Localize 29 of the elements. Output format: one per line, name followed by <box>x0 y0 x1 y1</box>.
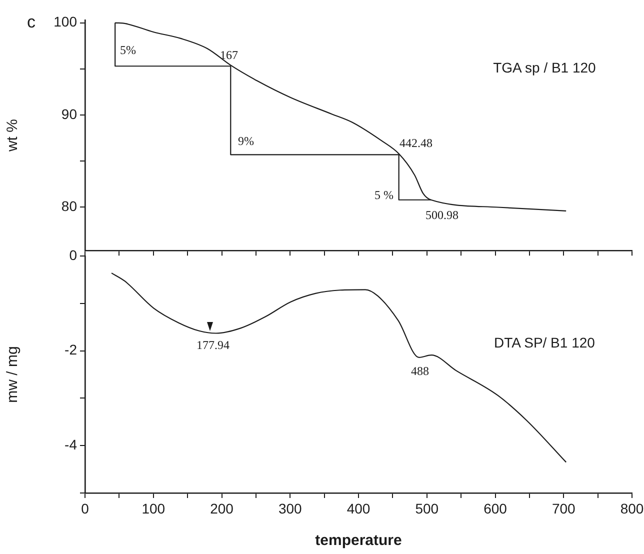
y-axis-title: wt % <box>4 119 22 153</box>
annotation: 9% <box>238 134 254 148</box>
text: DTA SP/ B1 120 <box>494 334 596 351</box>
y-tick-label: -4 <box>64 436 78 452</box>
x-tick-label: 300 <box>278 500 302 516</box>
text: TGA sp / B1 120 <box>493 59 596 76</box>
x-tick-label: 700 <box>552 500 576 516</box>
y-tick-label: 90 <box>61 106 78 122</box>
x-tick-label: 500 <box>415 500 439 516</box>
annotation: 167 <box>220 48 238 62</box>
x-tick-label: 0 <box>81 500 90 516</box>
annotation: 177.94 <box>196 338 230 352</box>
x-tick-label: 100 <box>142 500 166 516</box>
y-tick-label: 100 <box>54 14 78 30</box>
x-tick-label: 600 <box>484 500 508 516</box>
annotation: 500.98 <box>426 208 458 222</box>
y-axis-title: mw / mg <box>4 346 22 403</box>
text: c <box>27 12 36 32</box>
x-tick-label: 200 <box>210 500 234 516</box>
y-tick-label: -2 <box>64 342 78 358</box>
x-axis-title: temperature <box>315 532 402 550</box>
x-tick-label: 400 <box>346 500 370 516</box>
annotation: 488 <box>411 364 429 378</box>
y-tick-label: 0 <box>69 246 78 263</box>
annotation: 5% <box>120 43 136 58</box>
x-tick-label: 800 <box>620 500 644 516</box>
y-tick-label: 80 <box>61 198 78 214</box>
annotation: 442.48 <box>400 136 432 150</box>
annotation: 5 % <box>374 188 394 202</box>
